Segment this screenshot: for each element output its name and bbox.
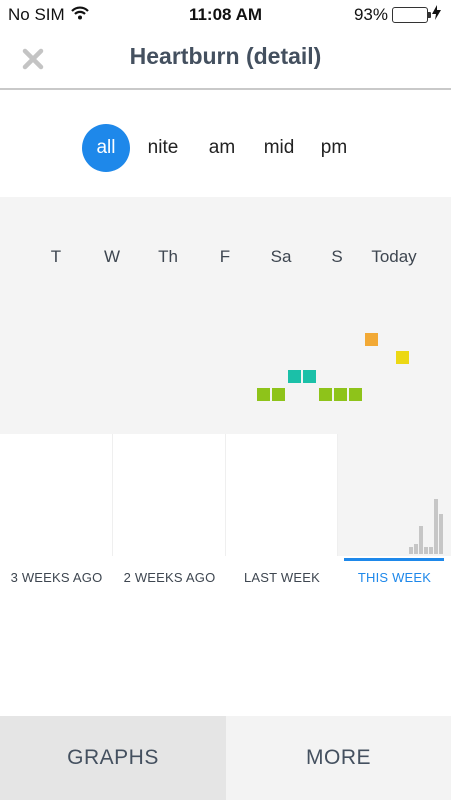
entry-marker[interactable] (272, 388, 285, 401)
tab-more[interactable]: MORE (226, 716, 451, 800)
entry-marker[interactable] (303, 370, 316, 383)
close-button[interactable] (16, 42, 50, 76)
mini-bar (419, 526, 423, 554)
day-label-t: T (50, 247, 62, 266)
segment-nite[interactable]: nite (147, 137, 179, 158)
week-label-last-week[interactable]: LAST WEEK (244, 570, 320, 585)
mini-bar (429, 547, 433, 554)
this-week-mini-bars (409, 499, 443, 554)
navigation-header: Heartburn (detail) (0, 30, 451, 90)
bottom-tab-bar: GRAPHS MORE (0, 716, 451, 800)
mini-bar (424, 547, 428, 554)
week-cell-last-week[interactable] (226, 434, 338, 556)
mini-bar (414, 544, 418, 554)
day-label-s: S (331, 247, 343, 266)
entry-marker[interactable] (365, 333, 378, 346)
entry-marker[interactable] (288, 370, 301, 383)
week-labels: 3 WEEKS AGO 2 WEEKS AGO LAST WEEK THIS W… (0, 556, 451, 596)
entry-marker[interactable] (349, 388, 362, 401)
week-cell-this-week[interactable] (338, 434, 451, 556)
mini-bar (409, 547, 413, 554)
status-time: 11:08 AM (188, 5, 263, 24)
selected-week-indicator (344, 558, 444, 561)
week-selector (0, 434, 451, 556)
carrier-label: No SIM (8, 5, 65, 24)
wifi-icon (70, 5, 89, 25)
battery-icon (392, 7, 431, 23)
entry-marker[interactable] (257, 388, 270, 401)
charging-bolt-icon (432, 5, 441, 25)
segment-mid[interactable]: mid (263, 137, 295, 158)
battery-percent: 93% (353, 5, 388, 24)
week-label-this-week[interactable]: THIS WEEK (357, 570, 432, 585)
week-label-3-weeks-ago[interactable]: 3 WEEKS AGO (10, 570, 103, 585)
time-of-day-filter: all nite am mid pm (82, 124, 358, 172)
day-label-f: F (219, 247, 231, 266)
day-label-th: Th (158, 247, 178, 266)
status-right: 93% (354, 5, 441, 25)
segment-all[interactable]: all (82, 124, 130, 172)
entry-marker[interactable] (319, 388, 332, 401)
week-detail-chart: T W Th F Sa S Today (0, 197, 451, 434)
week-cell-2-weeks-ago[interactable] (113, 434, 226, 556)
entry-marker[interactable] (334, 388, 347, 401)
segment-pm[interactable]: pm (320, 137, 348, 158)
close-x-icon (22, 48, 44, 70)
day-label-w: W (103, 247, 121, 266)
mini-bar (439, 514, 443, 554)
tab-graphs[interactable]: GRAPHS (0, 716, 226, 800)
segment-am[interactable]: am (208, 137, 236, 158)
day-label-today: Today (371, 247, 417, 266)
day-label-sa: Sa (270, 247, 292, 266)
entry-marker[interactable] (396, 351, 409, 364)
page-title: Heartburn (detail) (129, 43, 322, 69)
week-cell-3-weeks-ago[interactable] (0, 434, 113, 556)
week-label-2-weeks-ago[interactable]: 2 WEEKS AGO (123, 570, 216, 585)
mini-bar (434, 499, 438, 554)
status-left: No SIM (8, 5, 89, 25)
status-bar: No SIM 11:08 AM 93% (0, 0, 451, 30)
